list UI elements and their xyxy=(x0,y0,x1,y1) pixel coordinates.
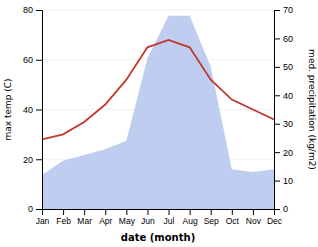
y2-axis-title: med. precipitation (kg/m2) xyxy=(307,49,317,170)
axis-line xyxy=(275,11,281,210)
y-axis-title: max temp (C) xyxy=(3,78,13,140)
chart: JanFebMarAprMayJunJulAugSepOctNovDec0204… xyxy=(0,0,318,247)
tick-mark xyxy=(211,209,212,215)
tick: Feb xyxy=(56,209,71,226)
marks xyxy=(42,16,274,209)
tick-label: 20 xyxy=(23,155,33,165)
tick-label: 40 xyxy=(283,91,293,101)
tick-mark xyxy=(274,95,280,96)
tick-label: 60 xyxy=(23,55,33,65)
tick-mark xyxy=(36,110,42,111)
axis-line xyxy=(36,11,43,210)
axis-line xyxy=(43,210,275,216)
x-axis: Jan Feb Mar Apr May Jun Jul Aug Sep Oct Nov Dec xyxy=(36,209,283,226)
tick: Mar xyxy=(77,209,92,226)
line xyxy=(42,40,274,140)
tick-label: 50 xyxy=(283,62,293,72)
y2-axis: 0 10 20 30 40 50 60 70 xyxy=(274,5,293,214)
tick-label: Jan xyxy=(36,216,50,226)
tick-mark xyxy=(232,209,233,215)
tick: Dec xyxy=(267,209,283,226)
plot: JanFebMarAprMayJunJulAugSepOctNovDec0204… xyxy=(23,5,293,226)
tick-label: Apr xyxy=(99,216,112,226)
tick-mark xyxy=(147,209,148,215)
x-axis-title: date (month) xyxy=(121,232,195,243)
tick-mark xyxy=(126,209,127,215)
grid-line xyxy=(42,10,274,11)
tick: May xyxy=(119,209,136,226)
tick-mark xyxy=(36,159,42,160)
tick-mark xyxy=(169,209,170,215)
y-axis: 0 20 40 60 80 xyxy=(23,5,43,214)
tick-mark xyxy=(253,209,254,215)
tick: 60 xyxy=(23,55,42,65)
tick-label: 70 xyxy=(283,5,293,15)
tick-label: 0 xyxy=(28,204,33,214)
area xyxy=(42,16,274,209)
tick-label: Nov xyxy=(246,216,262,226)
tick-label: Aug xyxy=(183,216,198,226)
tick: Jul xyxy=(164,209,175,226)
tick-mark xyxy=(274,181,280,182)
tick: 40 xyxy=(274,91,293,101)
tick-label: 20 xyxy=(283,148,293,158)
tick: 30 xyxy=(274,119,293,129)
tick: 0 xyxy=(274,204,288,214)
tick: 80 xyxy=(23,5,42,15)
tick-label: 60 xyxy=(283,34,293,44)
tick-mark xyxy=(274,10,280,11)
tick-label: Jun xyxy=(141,216,155,226)
tick-mark xyxy=(84,209,85,215)
tick: 50 xyxy=(274,62,293,72)
tick: Jan xyxy=(36,209,50,226)
tick-mark xyxy=(274,38,280,39)
tick: Aug xyxy=(183,209,198,226)
tick: Nov xyxy=(246,209,262,226)
tick: 0 xyxy=(28,204,42,214)
tick: 40 xyxy=(23,105,42,115)
tick-mark xyxy=(274,209,280,210)
tick-label: Jul xyxy=(164,216,175,226)
tick: 70 xyxy=(274,5,293,15)
tick-label: 80 xyxy=(23,5,33,15)
tick: Oct xyxy=(226,209,240,226)
tick: Apr xyxy=(99,209,112,226)
tick-label: 10 xyxy=(283,176,293,186)
tick: 10 xyxy=(274,176,293,186)
tick-mark xyxy=(190,209,191,215)
tick-mark xyxy=(63,209,64,215)
tick-mark xyxy=(36,209,42,210)
tick-label: Feb xyxy=(56,216,71,226)
tick-label: May xyxy=(119,216,136,226)
tick-mark xyxy=(274,67,280,68)
tick: 20 xyxy=(23,155,42,165)
tick-mark xyxy=(36,10,42,11)
tick-label: 30 xyxy=(283,119,293,129)
tick-label: 0 xyxy=(283,204,288,214)
tick-label: Oct xyxy=(226,216,240,226)
tick-label: Dec xyxy=(267,216,283,226)
tick-label: Sep xyxy=(204,216,219,226)
tick-label: 40 xyxy=(23,105,33,115)
grid xyxy=(42,10,274,209)
tick: Sep xyxy=(204,209,219,226)
tick-mark xyxy=(274,124,280,125)
tick-mark xyxy=(105,209,106,215)
tick-mark xyxy=(274,152,280,153)
tick-label: Mar xyxy=(77,216,92,226)
tick-mark xyxy=(36,60,42,61)
tick: 20 xyxy=(274,148,293,158)
tick: 60 xyxy=(274,34,293,44)
tick: Jun xyxy=(141,209,155,226)
